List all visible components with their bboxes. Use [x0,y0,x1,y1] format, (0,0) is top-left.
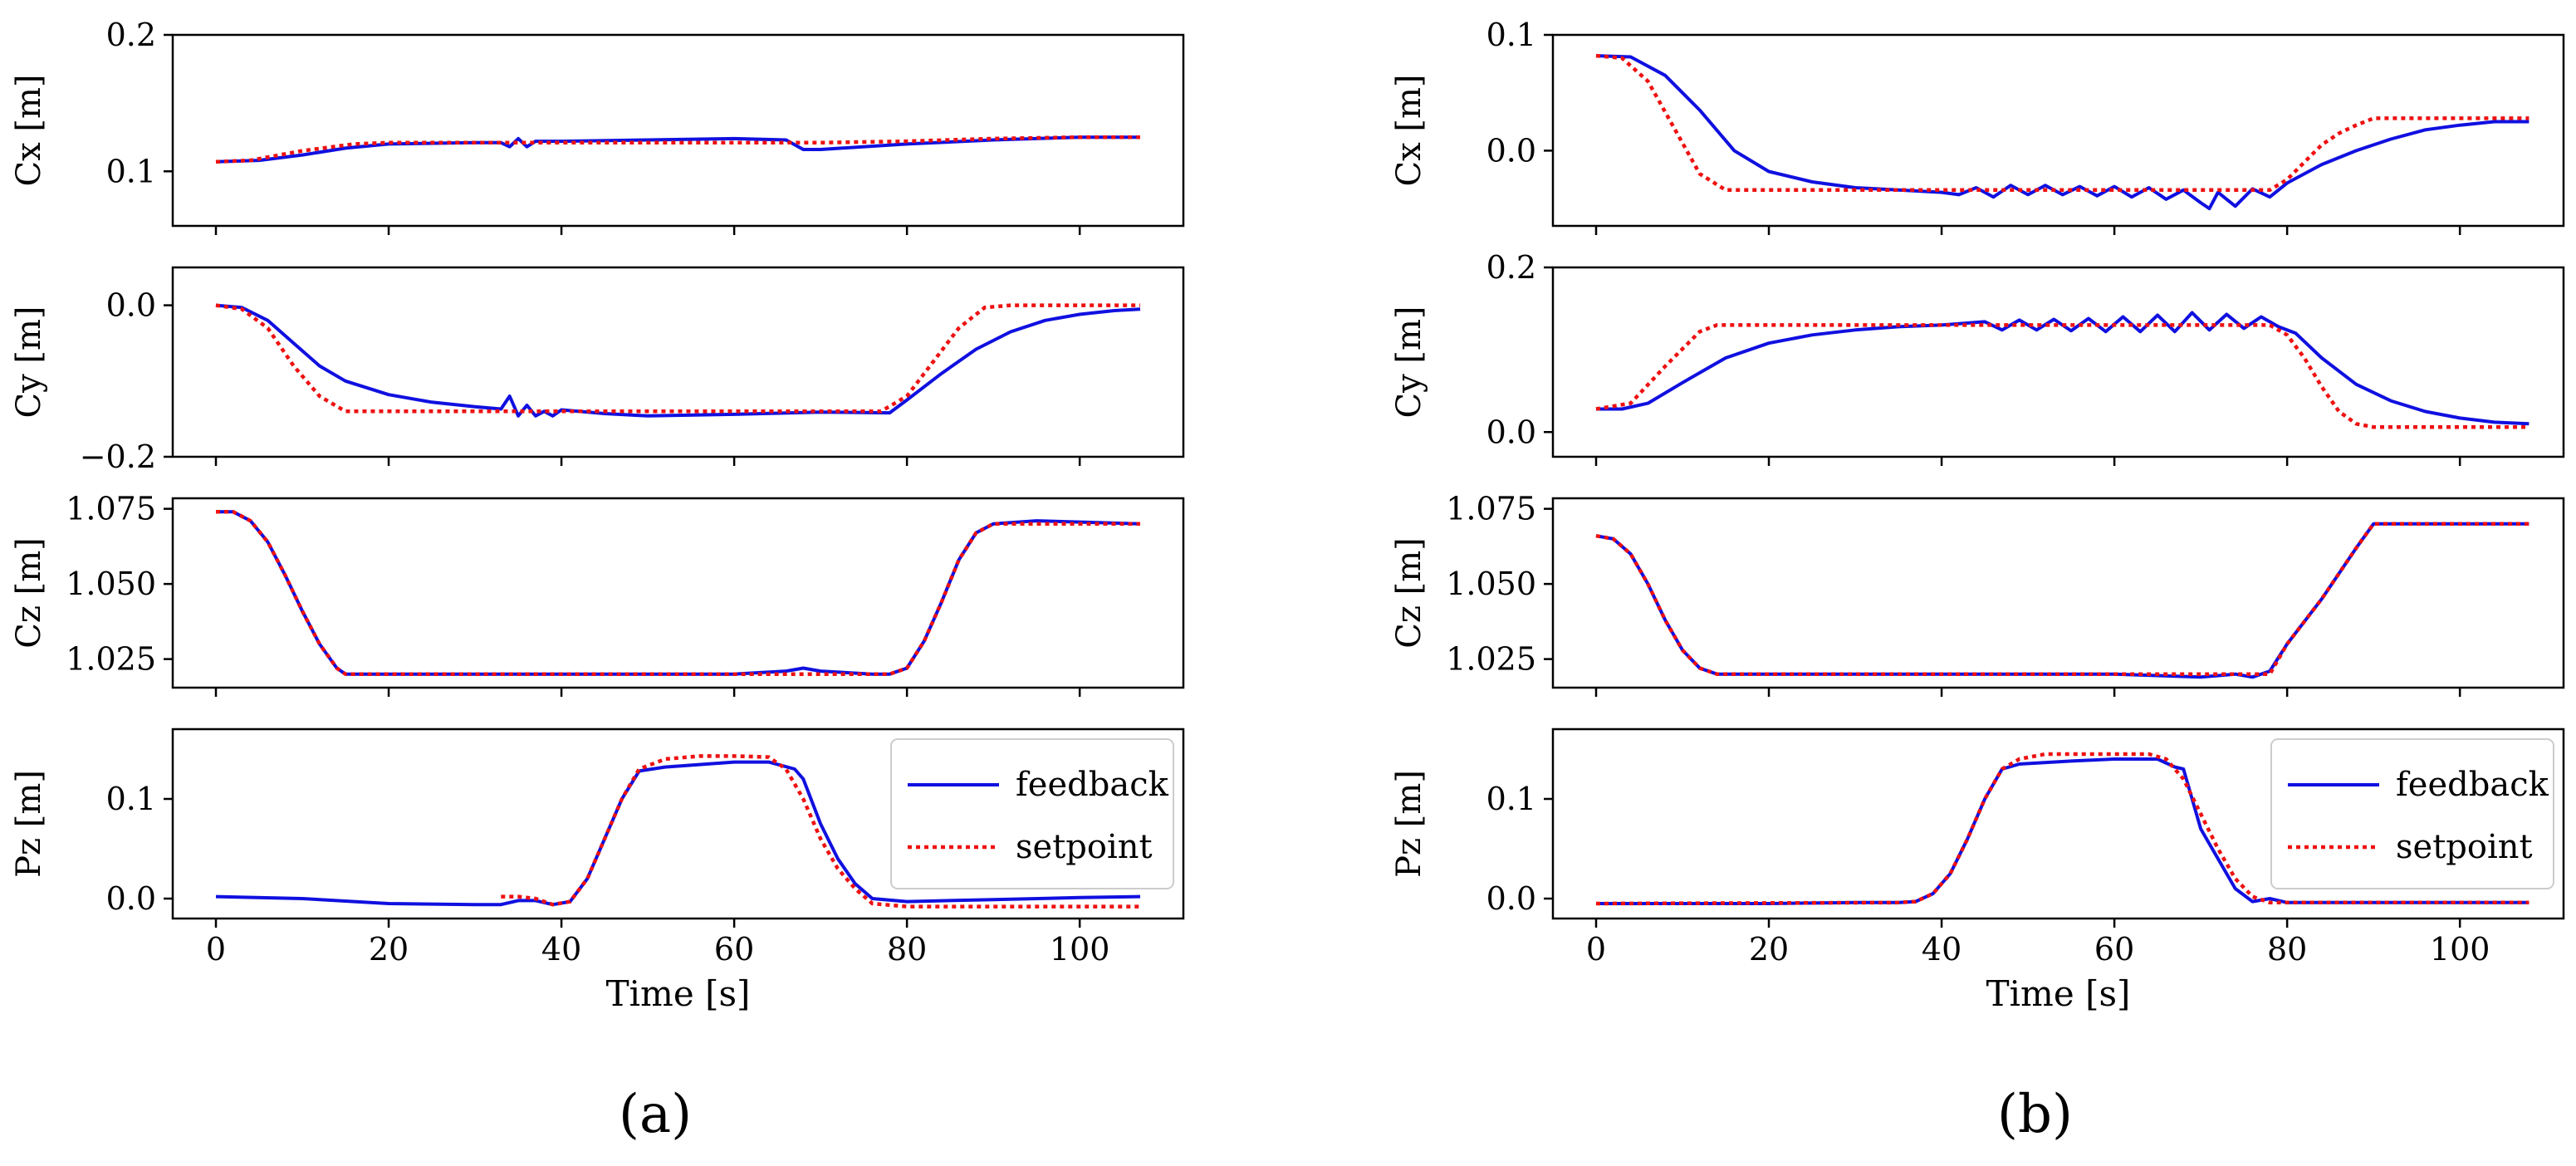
series-feedback-line [215,303,1141,418]
subplot-panel-a-cx: 0.1 0.2 Cx [m] [10,17,1185,235]
y-tick-label: 0.2 [106,17,156,53]
y-tick-label: 0.0 [1486,414,1536,450]
x-tick-label: 60 [2094,931,2134,968]
series-feedback-line [216,510,1141,676]
legend-label-feedback: feedback [2396,766,2549,804]
y-axis-label: Cz [m] [10,537,48,649]
y-tick-label: 1.025 [66,641,156,678]
x-tick-label: 100 [1050,931,1110,968]
legend-label-feedback: feedback [1016,766,1169,804]
x-tick-label: 60 [714,931,754,968]
legend-box [890,738,1174,889]
series-setpoint-line [216,510,1140,676]
panel-label-b: (b) [1997,1084,2073,1145]
series-feedback-line [1596,311,2529,426]
y-tick-label: 1.075 [1446,491,1536,527]
y-tick-label: 0.0 [1486,132,1536,169]
subplot-panel-b-cx: 0.0 0.1 Cx [m] [1390,17,2565,235]
y-tick-label: 0.1 [1486,17,1536,53]
axes-frame [1551,33,2565,228]
y-axis-label: Pz [m] [10,770,48,878]
x-tick-label: 80 [887,931,927,968]
axes-frame [1551,497,2565,689]
legend-label-setpoint: setpoint [1016,828,1153,866]
subplot-panel-a-cz: 1.025 1.050 1.075 Cz [m] [10,491,1185,697]
legend: feedback setpoint [890,738,1174,889]
y-axis-label: Cx [m] [1390,74,1428,186]
x-tick-label: 0 [1586,931,1606,968]
legend: feedback setpoint [2270,738,2554,889]
series-setpoint-line [1595,53,2529,193]
legend-label-setpoint: setpoint [2396,828,2533,866]
subplot-panel-a-pz: 0 20 40 60 80 100 0.0 0.1 Pz [m] Time [s] feedback… [10,728,1185,1014]
y-tick-label: 0.1 [1486,781,1536,817]
y-tick-label: 1.050 [1446,566,1536,602]
x-tick-label: 40 [541,931,581,968]
axes-frame [171,728,1185,920]
series-feedback-line [215,135,1140,164]
x-axis-label: Time [s] [606,973,751,1014]
series-setpoint-line [1595,522,2529,676]
x-tick-label: 0 [206,931,226,968]
y-axis-label: Pz [m] [1390,770,1428,878]
y-tick-label: −0.2 [80,438,156,475]
panel-label-a: (a) [619,1084,693,1145]
y-tick-label: 0.0 [106,287,156,324]
series-setpoint-line [215,135,1140,164]
y-tick-label: 0.1 [106,781,156,817]
series-setpoint-line [501,754,1140,909]
legend-box [2270,738,2554,889]
subplot-panel-a-cy: 0.0 −0.2 Cy [m] [10,266,1185,475]
x-tick-label: 40 [1922,931,1961,968]
y-tick-label: 0.2 [1486,249,1536,286]
y-axis-label: Cx [m] [10,74,48,186]
y-tick-label: 0.0 [1486,880,1536,917]
x-axis-label: Time [s] [1986,973,2131,1014]
x-tick-label: 20 [369,931,409,968]
subplot-panel-b-pz: 0 20 40 60 80 100 0.0 0.1 Pz [m] Time [s] feedback… [1390,728,2565,1014]
series-setpoint-line [215,303,1140,414]
x-tick-label: 20 [1749,931,1789,968]
x-tick-label: 100 [2430,931,2490,968]
y-tick-label: 1.050 [66,566,156,602]
series-feedback-line [215,760,1141,907]
subplot-panel-b-cy: 0.0 0.2 Cy [m] [1390,249,2565,466]
y-tick-label: 1.075 [66,491,156,527]
x-tick-label: 80 [2267,931,2307,968]
y-axis-label: Cy [m] [10,306,48,418]
y-tick-label: 0.1 [106,153,156,189]
series-feedback-line [1595,522,2529,679]
y-tick-label: 1.025 [1446,641,1536,678]
subplot-panel-b-cz: 1.025 1.050 1.075 Cz [m] [1390,491,2565,697]
y-axis-label: Cy [m] [1390,306,1428,418]
y-axis-label: Cz [m] [1390,537,1428,649]
series-feedback-line [1595,54,2529,211]
series-setpoint-line [1595,323,2529,429]
axes-frame [171,33,1185,228]
axes-frame [1551,266,2565,458]
axes-frame [171,266,1185,458]
axes-frame [1551,728,2565,920]
series-setpoint-line [1595,752,2529,906]
y-tick-label: 0.0 [106,880,156,917]
axes-frame [171,497,1185,689]
